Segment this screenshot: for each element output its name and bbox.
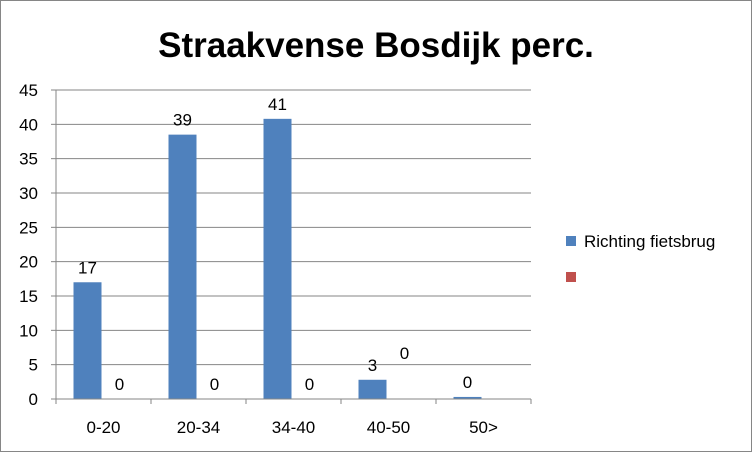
legend: Richting fietsbrug [566, 232, 715, 282]
x-tick-label-50>: 50> [469, 418, 498, 437]
bar-series0-50> [453, 396, 482, 399]
data-label-series1-40-50: 0 [400, 344, 409, 363]
legend-swatch-1 [566, 272, 576, 282]
x-tick-label-40-50: 40-50 [367, 418, 410, 437]
chart-title: Straakvense Bosdijk perc. [158, 26, 594, 65]
bar-series0-0-20 [73, 282, 102, 399]
data-label-series1-20-34: 0 [210, 375, 219, 394]
y-tick-label-4: 20 [19, 253, 38, 272]
data-labels: 17 39 41 3 0 0 0 0 0 [78, 95, 472, 394]
x-axis-ticks: 0-20 20-34 34-40 40-50 50> [55, 399, 532, 437]
y-axis-ticks: 0 5 10 15 20 25 30 35 40 45 [19, 81, 56, 409]
y-tick-label-6: 30 [19, 184, 38, 203]
gridlines [56, 89, 531, 366]
y-tick-label-8: 40 [19, 115, 38, 134]
axes [55, 90, 531, 400]
y-tick-label-0: 0 [29, 390, 38, 409]
y-tick-label-2: 10 [19, 321, 38, 340]
bar-series0-40-50 [358, 379, 387, 399]
bar-series0-20-34 [168, 134, 197, 399]
data-label-series0-0-20: 17 [78, 258, 97, 277]
x-tick-label-0-20: 0-20 [86, 418, 120, 437]
data-label-series1-34-40: 0 [305, 375, 314, 394]
data-label-series0-40-50: 3 [368, 356, 377, 375]
data-label-series1-0-20: 0 [115, 375, 124, 394]
legend-swatch-0 [566, 236, 576, 246]
bar-series0-34-40 [263, 118, 292, 399]
y-tick-label-7: 35 [19, 150, 38, 169]
y-tick-label-9: 45 [19, 81, 38, 100]
bars [73, 118, 482, 399]
y-tick-label-3: 15 [19, 287, 38, 306]
y-tick-label-5: 25 [19, 218, 38, 237]
data-label-series0-34-40: 41 [268, 95, 287, 114]
data-label-series0-20-34: 39 [173, 111, 192, 130]
x-tick-label-34-40: 34-40 [272, 418, 315, 437]
y-tick-label-1: 5 [29, 356, 38, 375]
legend-label-0: Richting fietsbrug [584, 232, 715, 251]
x-tick-label-20-34: 20-34 [177, 418, 220, 437]
data-label-series0-50>: 0 [463, 373, 472, 392]
